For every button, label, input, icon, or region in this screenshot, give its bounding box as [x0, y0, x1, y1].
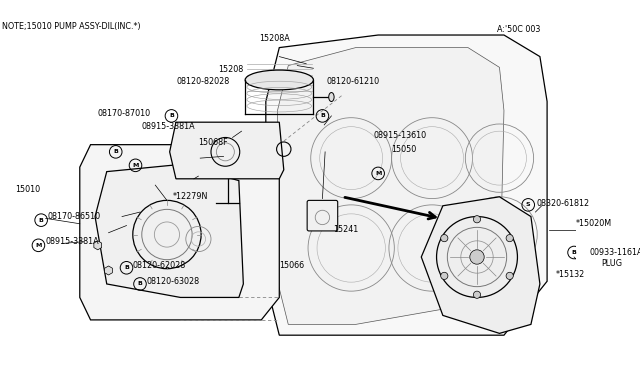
Text: 00933-1161A: 00933-1161A [589, 248, 640, 257]
Polygon shape [266, 35, 547, 335]
Text: S: S [526, 202, 531, 207]
Text: B: B [320, 113, 325, 118]
Text: 15208A: 15208A [259, 34, 291, 43]
Text: *15132: *15132 [556, 270, 586, 279]
Text: B: B [38, 218, 44, 223]
Text: B: B [169, 113, 174, 118]
Text: B: B [138, 282, 143, 286]
Polygon shape [80, 145, 279, 320]
Text: 15208: 15208 [218, 65, 243, 74]
Text: 08120-63028: 08120-63028 [147, 277, 200, 286]
Text: B: B [124, 265, 129, 270]
Text: *15020M: *15020M [576, 219, 612, 228]
Text: 08120-62028: 08120-62028 [133, 260, 186, 270]
Text: 08320-61812: 08320-61812 [536, 199, 589, 208]
Polygon shape [105, 266, 113, 275]
Circle shape [579, 240, 584, 245]
Text: 08915-3381A: 08915-3381A [142, 122, 195, 131]
Circle shape [506, 234, 513, 242]
Text: *12279N: *12279N [173, 192, 209, 201]
Circle shape [470, 250, 484, 264]
Text: M: M [132, 163, 139, 168]
Text: 08915-13610: 08915-13610 [374, 131, 427, 140]
Polygon shape [170, 122, 284, 179]
Circle shape [577, 249, 586, 258]
Ellipse shape [245, 70, 314, 90]
Text: 15068F: 15068F [198, 138, 228, 147]
Circle shape [577, 270, 586, 279]
FancyBboxPatch shape [307, 201, 338, 231]
Text: 15050: 15050 [392, 145, 417, 154]
Text: PLUG: PLUG [601, 259, 622, 268]
Ellipse shape [329, 93, 334, 102]
Text: NOTE;15010 PUMP ASSY-DIL(INC.*): NOTE;15010 PUMP ASSY-DIL(INC.*) [3, 22, 141, 31]
Text: B: B [572, 250, 577, 255]
Polygon shape [95, 164, 243, 298]
Text: 08120-61210: 08120-61210 [327, 77, 380, 86]
Text: 08170-87010: 08170-87010 [98, 109, 151, 118]
Text: 15241: 15241 [333, 225, 358, 234]
Text: M: M [35, 243, 42, 248]
Text: 15066: 15066 [279, 260, 305, 270]
Circle shape [578, 261, 585, 268]
Text: B: B [113, 149, 118, 154]
Text: 08170-86510: 08170-86510 [47, 212, 100, 221]
Text: 15010: 15010 [15, 185, 40, 194]
Polygon shape [421, 197, 540, 333]
Circle shape [441, 272, 448, 279]
Circle shape [474, 291, 481, 298]
Text: M: M [375, 171, 381, 176]
Circle shape [506, 272, 513, 279]
Circle shape [474, 216, 481, 223]
Polygon shape [278, 48, 504, 324]
Text: 08915-3381A: 08915-3381A [45, 237, 99, 246]
Circle shape [441, 234, 448, 242]
Text: A:'50C 003: A:'50C 003 [497, 25, 540, 34]
Text: 08120-82028: 08120-82028 [177, 77, 230, 86]
Polygon shape [94, 241, 102, 250]
